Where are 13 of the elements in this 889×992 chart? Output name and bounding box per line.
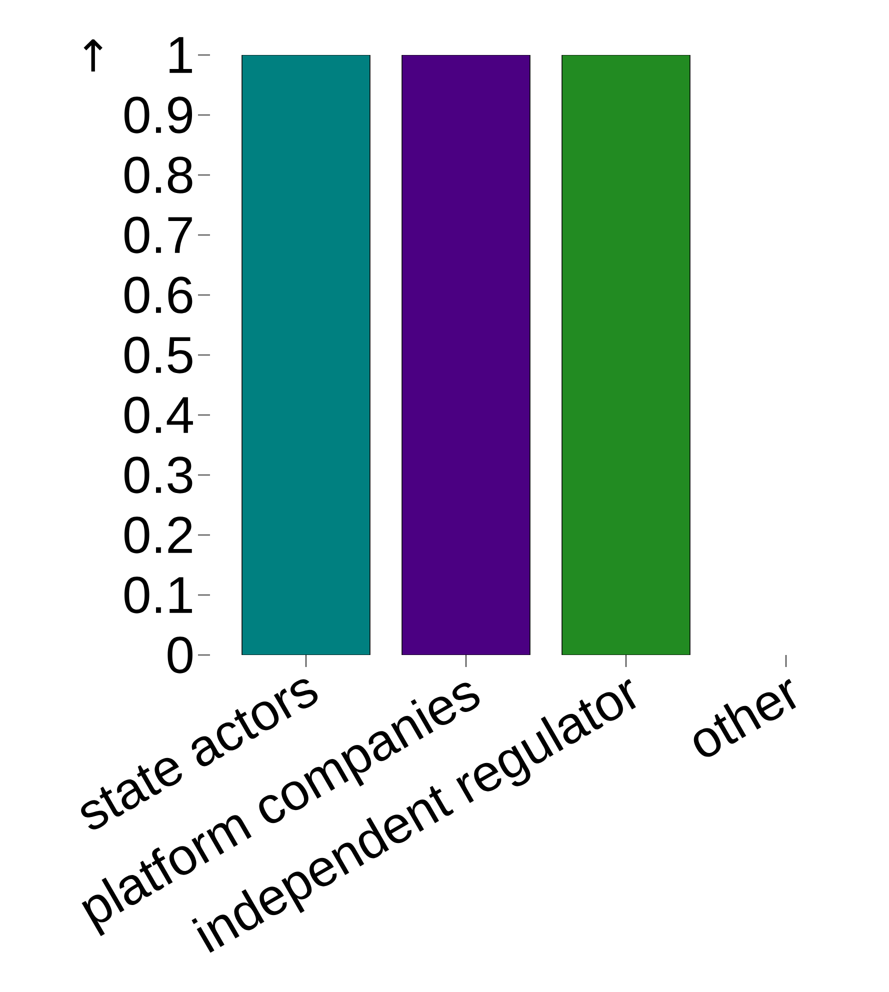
y-tick-label: 0.1 <box>124 576 192 614</box>
y-tick-label: 1 <box>170 37 192 73</box>
y-tick-label: 0.4 <box>124 396 193 434</box>
y-tick-label: 0.5 <box>124 336 192 374</box>
x-tick-label: other <box>694 679 796 757</box>
y-tick-label: 0.6 <box>124 276 192 314</box>
y-tick-label: 0.7 <box>124 216 192 254</box>
y-axis-title: ↑ <box>84 39 102 72</box>
y-tick-label: 0 <box>168 636 192 674</box>
y-tick-label: 0.2 <box>124 516 192 554</box>
y-tick-label: 0.3 <box>124 456 192 494</box>
y-tick-label: 0.9 <box>124 96 192 134</box>
y-tick-label: 0.8 <box>124 156 192 194</box>
